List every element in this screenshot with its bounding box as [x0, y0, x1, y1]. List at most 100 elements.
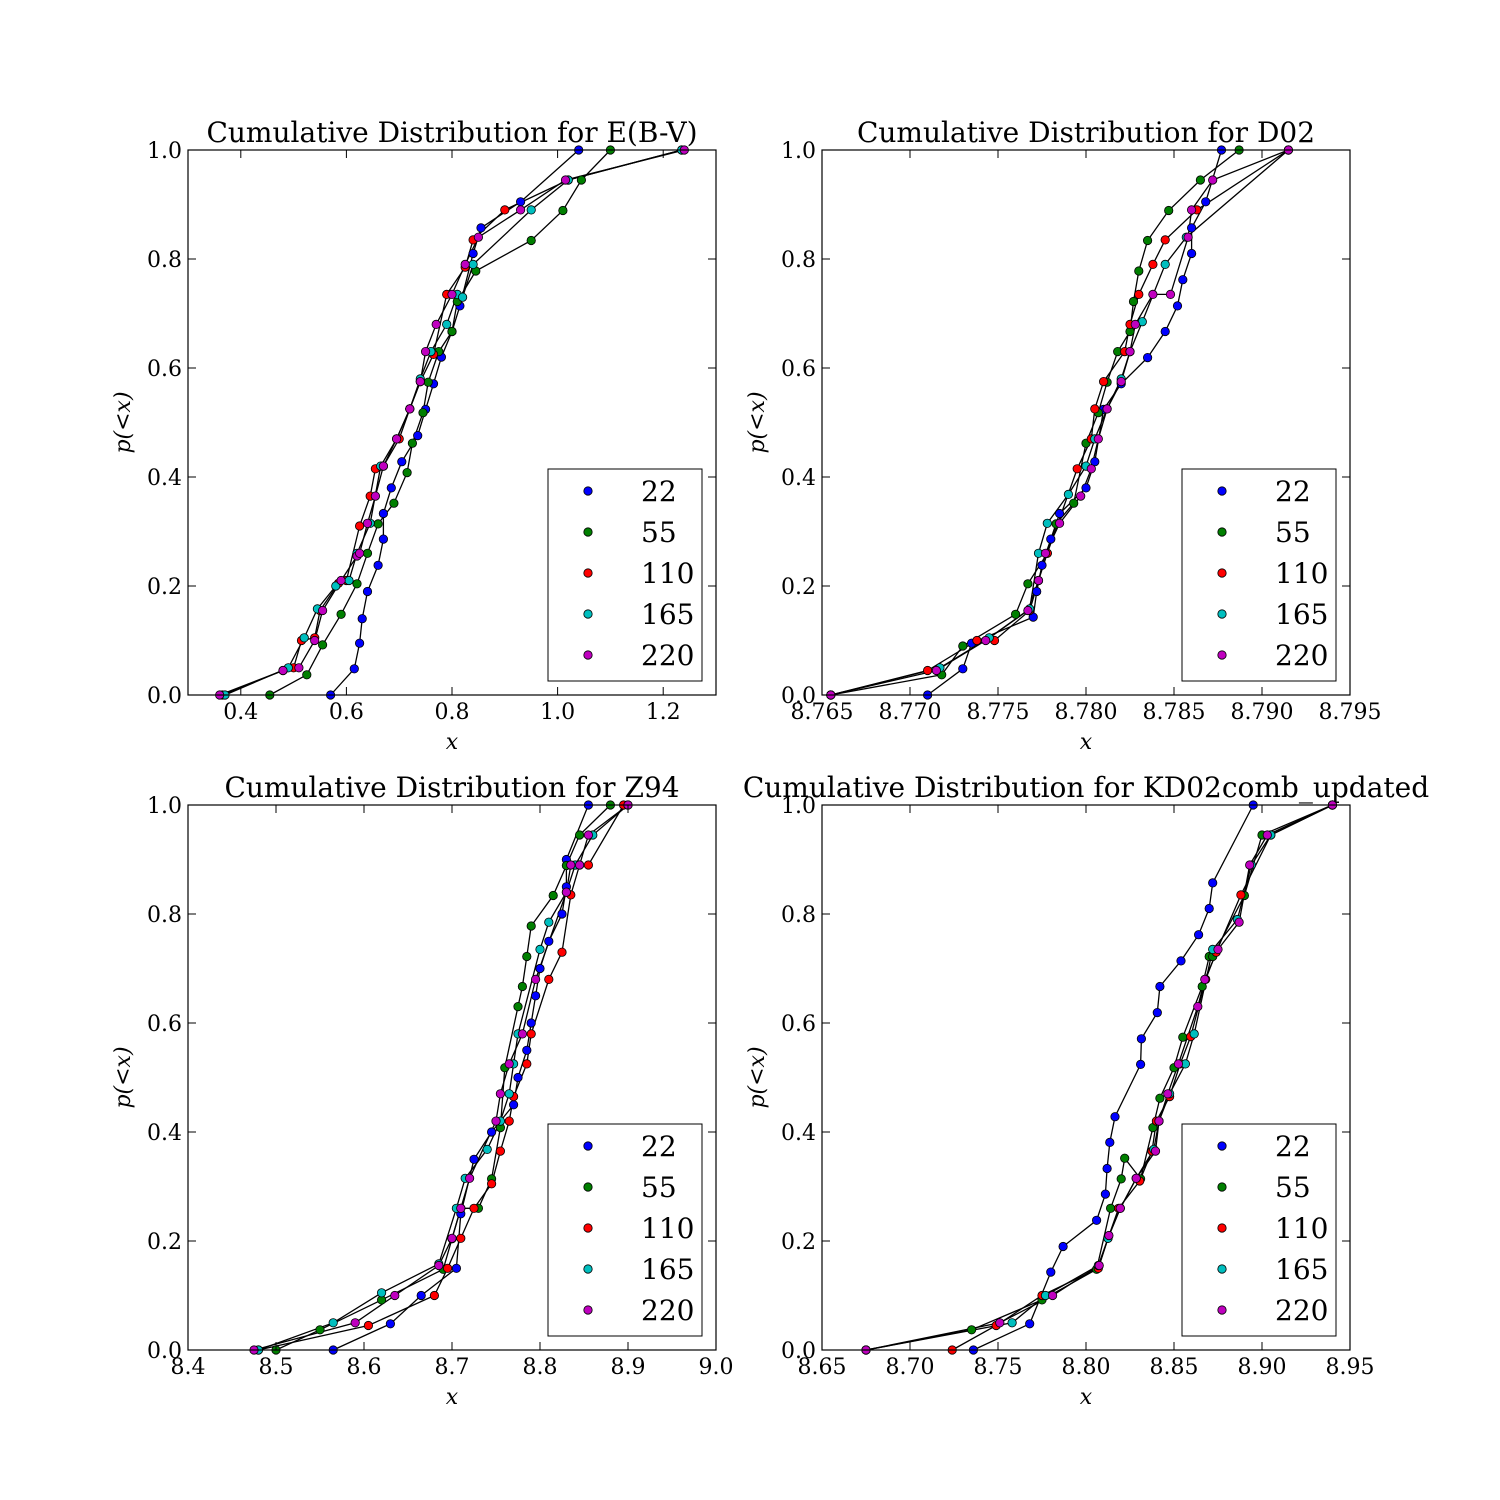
- data-point: [370, 491, 380, 501]
- x-tick-label: 9.0: [699, 1355, 734, 1380]
- data-point: [1176, 956, 1186, 966]
- x-tick-label: 8.80: [1062, 1355, 1111, 1380]
- data-point: [315, 1325, 325, 1335]
- legend-box: [547, 1123, 703, 1337]
- data-point: [420, 346, 431, 357]
- legend-marker-55: [1217, 1182, 1227, 1192]
- y-tick-label: 0.2: [147, 575, 182, 600]
- data-point: [922, 665, 933, 676]
- data-point: [278, 665, 288, 676]
- y-tick-label: 0.0: [781, 1339, 816, 1364]
- data-point: [1160, 259, 1170, 269]
- data-point: [544, 917, 554, 927]
- data-point: [456, 1233, 466, 1243]
- series-line-22: [927, 149, 1223, 696]
- panel-2: Cumulative Distribution for D02 8.765 8.77…: [745, 116, 1381, 755]
- data-point: [350, 1318, 360, 1328]
- x-tick-label: 8.4: [171, 1355, 206, 1380]
- data-point: [1007, 1318, 1017, 1328]
- data-point: [1102, 404, 1112, 414]
- data-point: [390, 1290, 400, 1301]
- legend-box: [1181, 1123, 1337, 1337]
- data-point: [1072, 464, 1082, 474]
- data-point: [574, 860, 585, 870]
- x-tick-label: 8.85: [1150, 1355, 1199, 1380]
- data-point: [1245, 860, 1255, 870]
- x-tick-label: 8.765: [791, 700, 854, 725]
- data-point: [373, 519, 383, 529]
- y-tick-label: 0.2: [781, 575, 816, 600]
- data-point: [447, 1233, 457, 1243]
- data-point: [544, 974, 554, 985]
- series-line-22: [973, 804, 1254, 1351]
- data-point: [1104, 1230, 1114, 1241]
- x-axis-label: x: [446, 1385, 459, 1410]
- legend: 22 55 110 165 220: [1181, 468, 1337, 682]
- data-point: [526, 921, 536, 931]
- legend-label: 110: [641, 1212, 694, 1245]
- x-tick-label: 8.790: [1231, 700, 1294, 725]
- data-point: [354, 521, 365, 531]
- series-22-points: [328, 800, 594, 1355]
- y-tick-label: 0.8: [781, 903, 816, 928]
- data-point: [1155, 981, 1165, 992]
- y-tick-label: 0.6: [147, 1012, 182, 1037]
- data-point: [317, 640, 328, 650]
- data-point: [1102, 1163, 1112, 1174]
- x-tick-label: 8.775: [967, 700, 1030, 725]
- y-axis-label: p(<x): [745, 391, 770, 453]
- data-point: [583, 860, 594, 870]
- data-point: [1023, 579, 1033, 589]
- data-point: [357, 614, 367, 624]
- data-point: [530, 974, 541, 985]
- data-point: [294, 663, 304, 673]
- data-point: [1115, 1203, 1125, 1213]
- legend-marker-22: [583, 486, 593, 496]
- data-point: [995, 1318, 1005, 1328]
- legend-marker-220: [583, 1305, 593, 1315]
- data-point: [931, 665, 942, 676]
- x-tick-label: 8.6: [347, 1355, 382, 1380]
- data-point: [535, 944, 545, 955]
- data-point: [344, 575, 354, 586]
- data-point: [1136, 1059, 1146, 1070]
- data-point: [1116, 376, 1126, 387]
- data-point: [1148, 259, 1158, 269]
- data-point: [391, 434, 402, 444]
- data-point: [464, 1173, 475, 1183]
- data-point: [1136, 1034, 1147, 1044]
- data-point: [1092, 1215, 1102, 1225]
- data-point: [1033, 575, 1044, 586]
- legend-marker-55: [1217, 527, 1227, 537]
- y-tick-label: 0.0: [781, 684, 816, 709]
- data-point: [515, 197, 526, 207]
- x-tick-label: 8.8: [523, 1355, 558, 1380]
- data-point: [447, 326, 457, 337]
- data-point: [1120, 1153, 1130, 1163]
- legend: 22 55 110 165 220: [547, 1123, 703, 1337]
- data-point: [1076, 491, 1086, 501]
- data-point: [1100, 1189, 1111, 1199]
- data-point: [378, 461, 388, 471]
- data-point: [1200, 974, 1210, 985]
- data-point: [1178, 275, 1188, 285]
- data-point: [513, 1001, 523, 1012]
- data-point: [495, 1146, 505, 1156]
- data-point: [1040, 548, 1051, 558]
- data-point: [354, 548, 365, 558]
- data-point: [1090, 404, 1100, 414]
- x-tick-label: 8.90: [1238, 1355, 1287, 1380]
- data-point: [1204, 903, 1214, 914]
- data-point: [413, 430, 423, 441]
- y-tick-label: 1.0: [147, 139, 182, 164]
- data-point: [491, 1116, 501, 1126]
- legend-marker-220: [583, 650, 593, 660]
- data-point: [1125, 346, 1135, 357]
- data-point: [1106, 1203, 1116, 1213]
- data-point: [535, 963, 545, 974]
- y-tick-label: 0.2: [147, 1230, 182, 1255]
- data-point: [526, 1029, 536, 1039]
- y-tick-label: 0.4: [781, 1121, 816, 1146]
- series-line-55: [269, 149, 611, 696]
- panel-1: Cumulative Distribution for E(B-V) 0.4 0.6…: [111, 116, 717, 755]
